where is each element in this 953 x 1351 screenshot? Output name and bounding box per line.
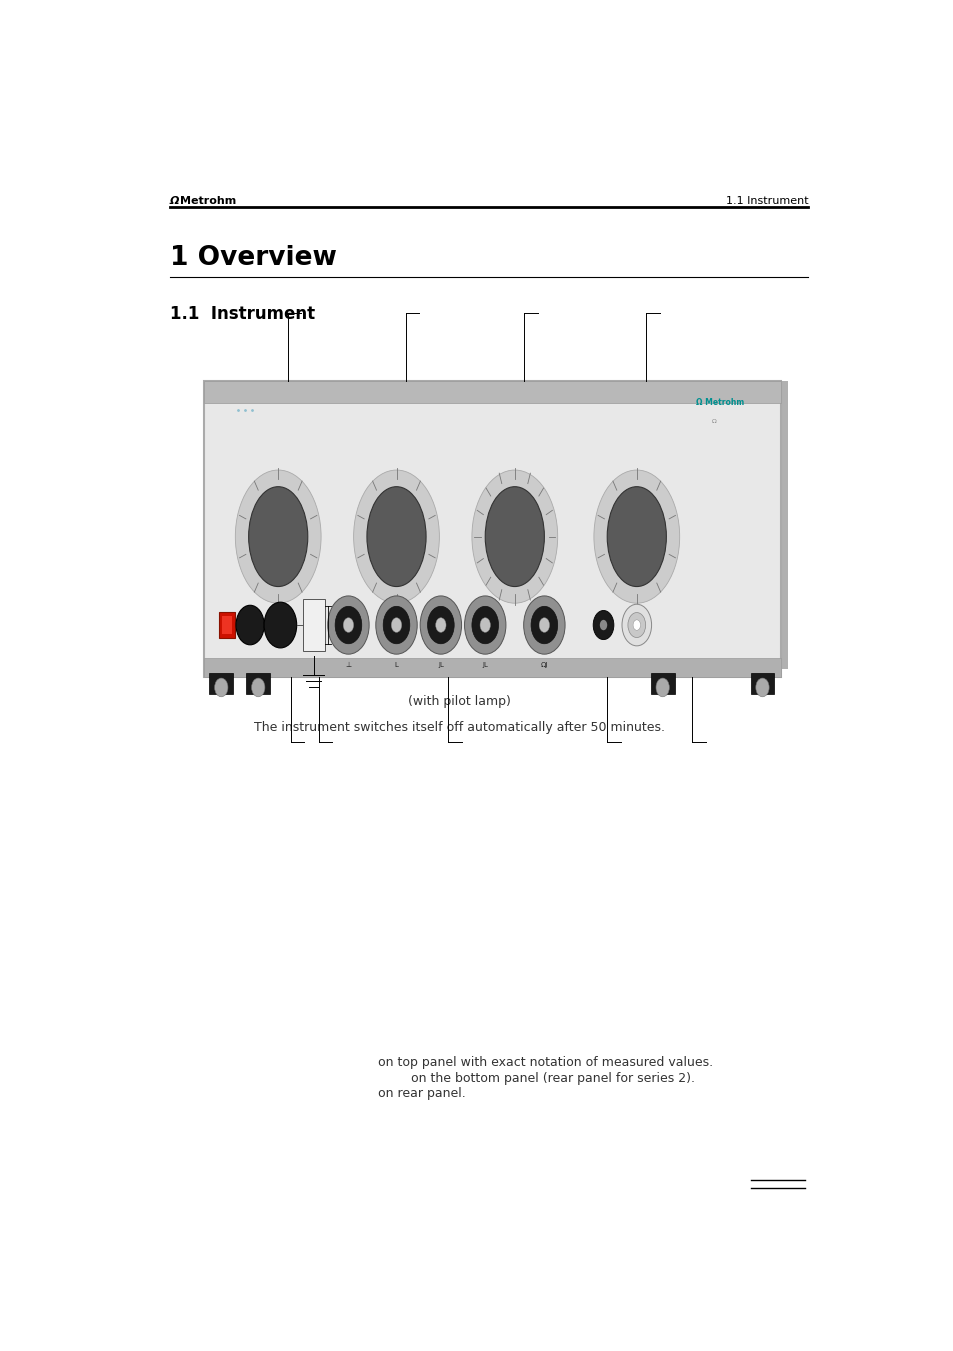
Circle shape: [391, 617, 401, 632]
Text: JL: JL: [437, 662, 443, 669]
Ellipse shape: [367, 486, 426, 586]
Circle shape: [531, 607, 558, 644]
Bar: [246, 673, 270, 693]
Text: (with pilot lamp): (with pilot lamp): [408, 696, 510, 708]
Circle shape: [627, 612, 645, 638]
Circle shape: [214, 678, 228, 697]
Circle shape: [621, 604, 651, 646]
Circle shape: [264, 603, 296, 648]
Text: Ω: Ω: [170, 196, 179, 205]
Circle shape: [656, 678, 669, 697]
Bar: [750, 673, 774, 693]
Circle shape: [523, 596, 564, 654]
Text: ⊥: ⊥: [345, 662, 351, 669]
Circle shape: [593, 611, 613, 639]
Text: 1.1 Instrument: 1.1 Instrument: [725, 196, 807, 205]
Circle shape: [328, 596, 369, 654]
Ellipse shape: [354, 470, 439, 603]
Circle shape: [633, 620, 639, 630]
Bar: [219, 612, 235, 638]
Ellipse shape: [485, 486, 544, 586]
Text: The instrument switches itself off automatically after 50 minutes.: The instrument switches itself off autom…: [253, 720, 664, 734]
Text: on the bottom panel (rear panel for series 2).: on the bottom panel (rear panel for seri…: [411, 1071, 695, 1085]
Circle shape: [436, 617, 446, 632]
Ellipse shape: [235, 470, 321, 603]
Text: ΩJ: ΩJ: [540, 662, 547, 669]
Ellipse shape: [594, 470, 679, 603]
Circle shape: [335, 607, 361, 644]
Text: 1.1  Instrument: 1.1 Instrument: [170, 305, 314, 323]
Circle shape: [383, 607, 410, 644]
Text: on top panel with exact notation of measured values.: on top panel with exact notation of meas…: [377, 1056, 713, 1069]
Circle shape: [235, 605, 264, 644]
Ellipse shape: [607, 486, 665, 586]
Circle shape: [538, 617, 549, 632]
Circle shape: [755, 678, 768, 697]
Circle shape: [479, 617, 490, 632]
Circle shape: [343, 617, 354, 632]
Circle shape: [252, 678, 265, 697]
Circle shape: [464, 596, 505, 654]
Bar: [781, 381, 787, 669]
Text: L: L: [395, 662, 398, 669]
Circle shape: [375, 596, 416, 654]
Text: JL: JL: [482, 662, 488, 669]
Circle shape: [599, 620, 606, 630]
Bar: [204, 381, 781, 404]
Circle shape: [472, 607, 498, 644]
Ellipse shape: [249, 486, 308, 586]
Circle shape: [427, 607, 454, 644]
Bar: [204, 381, 781, 677]
Bar: [650, 673, 674, 693]
Bar: [204, 658, 781, 677]
Bar: [222, 616, 233, 634]
Text: Metrohm: Metrohm: [180, 196, 236, 205]
Circle shape: [419, 596, 461, 654]
Ellipse shape: [472, 470, 558, 603]
Text: Ω: Ω: [711, 419, 716, 424]
Bar: [302, 598, 324, 651]
Text: Ω Metrohm: Ω Metrohm: [696, 397, 743, 407]
Bar: [210, 673, 233, 693]
Text: on rear panel.: on rear panel.: [377, 1088, 465, 1101]
Text: 1 Overview: 1 Overview: [170, 246, 336, 272]
